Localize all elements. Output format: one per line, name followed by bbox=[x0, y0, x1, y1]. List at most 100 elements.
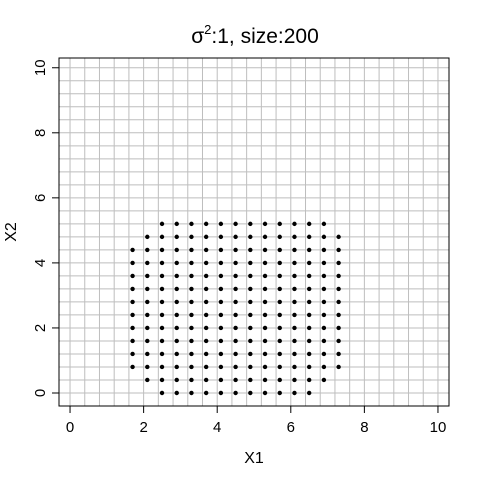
x-tick-label: 2 bbox=[139, 419, 147, 436]
data-point bbox=[277, 234, 282, 240]
data-point bbox=[306, 286, 312, 292]
data-point bbox=[159, 364, 165, 370]
data-point bbox=[189, 247, 194, 253]
data-point bbox=[292, 260, 297, 266]
data-point bbox=[189, 286, 194, 292]
data-point bbox=[277, 364, 282, 370]
x-tick-label: 0 bbox=[66, 419, 74, 436]
data-point bbox=[174, 273, 179, 279]
data-point bbox=[292, 377, 297, 383]
data-point bbox=[262, 260, 268, 266]
data-point bbox=[277, 299, 282, 305]
data-point bbox=[203, 221, 209, 227]
data-point bbox=[159, 247, 165, 253]
data-point bbox=[218, 312, 224, 318]
data-point bbox=[248, 351, 253, 357]
data-point bbox=[336, 338, 341, 344]
data-point bbox=[262, 312, 268, 318]
y-tick-label: 4 bbox=[32, 259, 49, 267]
data-point bbox=[292, 390, 297, 396]
data-point bbox=[336, 364, 341, 370]
data-point bbox=[277, 377, 282, 383]
data-point bbox=[321, 234, 327, 240]
data-point bbox=[145, 286, 150, 292]
data-point bbox=[203, 247, 209, 253]
data-point bbox=[203, 273, 209, 279]
data-point bbox=[145, 351, 150, 357]
data-point bbox=[174, 221, 179, 227]
data-point bbox=[321, 377, 327, 383]
data-point bbox=[159, 234, 165, 240]
y-tick-label: 0 bbox=[32, 389, 49, 397]
data-point bbox=[159, 312, 165, 318]
data-point bbox=[248, 390, 253, 396]
x-tick-label: 6 bbox=[287, 419, 295, 436]
data-point bbox=[306, 351, 312, 357]
data-point bbox=[218, 325, 224, 331]
data-point bbox=[233, 299, 238, 305]
data-point bbox=[203, 260, 209, 266]
data-point bbox=[262, 390, 268, 396]
data-point bbox=[174, 260, 179, 266]
data-point bbox=[321, 260, 327, 266]
data-point bbox=[292, 234, 297, 240]
data-point bbox=[159, 260, 165, 266]
data-point bbox=[189, 221, 194, 227]
data-point bbox=[174, 234, 179, 240]
data-point bbox=[306, 364, 312, 370]
title-sigma: σ bbox=[191, 25, 204, 48]
data-point bbox=[218, 377, 224, 383]
data-point bbox=[233, 325, 238, 331]
data-point bbox=[292, 364, 297, 370]
data-point bbox=[336, 325, 341, 331]
data-point bbox=[262, 338, 268, 344]
data-point bbox=[248, 221, 253, 227]
data-point bbox=[262, 299, 268, 305]
data-point bbox=[233, 273, 238, 279]
data-point bbox=[321, 351, 327, 357]
data-point bbox=[174, 325, 179, 331]
data-point bbox=[218, 247, 224, 253]
data-point bbox=[306, 221, 312, 227]
data-point bbox=[145, 273, 150, 279]
x-tick-label: 4 bbox=[213, 419, 221, 436]
data-point bbox=[189, 299, 194, 305]
data-point bbox=[233, 377, 238, 383]
data-point bbox=[174, 364, 179, 370]
x-tick-label: 10 bbox=[430, 419, 447, 436]
data-point bbox=[262, 221, 268, 227]
data-point bbox=[306, 390, 312, 396]
data-point bbox=[145, 338, 150, 344]
data-point bbox=[292, 247, 297, 253]
data-point bbox=[277, 247, 282, 253]
data-point bbox=[277, 260, 282, 266]
data-point bbox=[130, 247, 135, 253]
data-point bbox=[203, 286, 209, 292]
data-point bbox=[321, 299, 327, 305]
data-point bbox=[159, 286, 165, 292]
data-point bbox=[321, 364, 327, 370]
data-point bbox=[292, 273, 297, 279]
data-point bbox=[277, 325, 282, 331]
data-point bbox=[262, 247, 268, 253]
data-point bbox=[130, 364, 135, 370]
data-point bbox=[277, 390, 282, 396]
y-tick-label: 6 bbox=[32, 194, 49, 202]
data-point bbox=[233, 351, 238, 357]
data-point bbox=[321, 325, 327, 331]
data-point bbox=[336, 299, 341, 305]
data-point bbox=[277, 221, 282, 227]
data-point bbox=[174, 312, 179, 318]
data-point bbox=[321, 338, 327, 344]
data-point bbox=[174, 247, 179, 253]
data-point bbox=[292, 299, 297, 305]
data-point bbox=[159, 325, 165, 331]
data-point bbox=[262, 234, 268, 240]
data-point bbox=[336, 273, 341, 279]
data-point bbox=[277, 312, 282, 318]
chart-title: σ2:1, size:200 bbox=[191, 22, 319, 48]
data-point bbox=[159, 221, 165, 227]
data-point bbox=[159, 351, 165, 357]
y-tick-label: 2 bbox=[32, 324, 49, 332]
data-point bbox=[218, 351, 224, 357]
